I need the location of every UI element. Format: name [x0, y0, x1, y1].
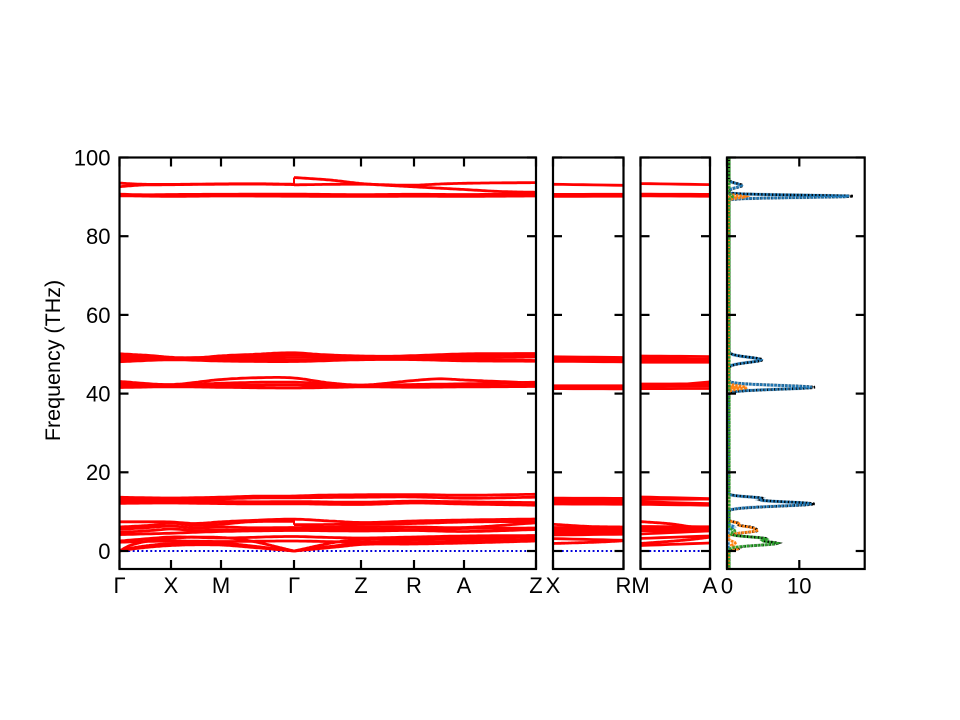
svg-text:10: 10 — [787, 574, 811, 599]
svg-text:100: 100 — [74, 145, 111, 170]
svg-text:Z: Z — [354, 573, 367, 598]
svg-text:X: X — [546, 573, 561, 598]
svg-text:X: X — [164, 573, 179, 598]
svg-text:R: R — [616, 573, 632, 598]
svg-text:60: 60 — [86, 303, 110, 328]
svg-text:0: 0 — [98, 539, 110, 564]
svg-text:20: 20 — [86, 460, 110, 485]
svg-text:M: M — [212, 573, 230, 598]
svg-text:R: R — [406, 573, 422, 598]
svg-text:Γ: Γ — [288, 573, 300, 598]
svg-text:80: 80 — [86, 224, 110, 249]
svg-text:A: A — [457, 573, 472, 598]
svg-text:Γ: Γ — [113, 573, 125, 598]
svg-text:40: 40 — [86, 382, 110, 407]
svg-text:Frequency (THz): Frequency (THz) — [41, 280, 65, 441]
svg-text:M: M — [631, 573, 649, 598]
svg-text:0: 0 — [721, 574, 733, 599]
svg-text:A: A — [703, 573, 718, 598]
svg-text:Z: Z — [529, 573, 542, 598]
